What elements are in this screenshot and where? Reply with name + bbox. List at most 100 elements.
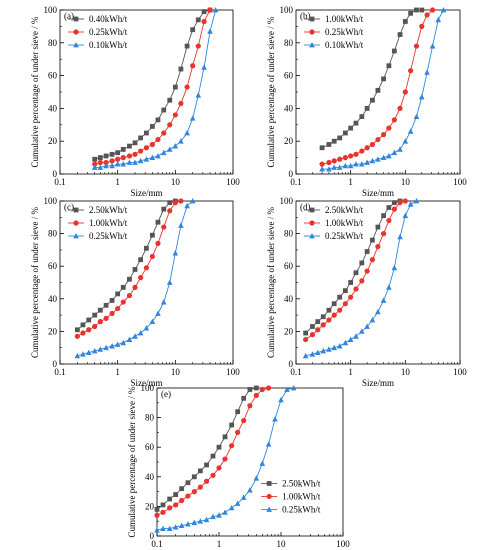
data-point: [103, 315, 109, 321]
data-point: [201, 64, 207, 70]
data-point: [253, 385, 259, 391]
data-point: [103, 159, 109, 166]
data-point: [353, 120, 359, 126]
series-3: [154, 385, 297, 533]
data-point: [189, 198, 196, 204]
data-point: [319, 166, 325, 172]
data-point: [143, 265, 150, 271]
data-point: [337, 307, 343, 313]
data-point: [127, 143, 132, 149]
series-3: [302, 198, 420, 359]
data-point: [402, 89, 408, 95]
data-point: [184, 43, 190, 49]
data-point: [309, 332, 316, 338]
data-point: [190, 27, 196, 33]
data-point: [331, 138, 337, 144]
y-tick-label: 20: [48, 326, 58, 336]
data-point: [160, 149, 167, 156]
data-point: [397, 105, 403, 111]
legend-marker: [73, 42, 79, 48]
data-point: [259, 460, 266, 466]
data-point: [115, 150, 121, 156]
data-point: [326, 142, 332, 147]
data-point: [191, 489, 197, 495]
data-point: [97, 319, 103, 325]
data-point: [74, 327, 80, 333]
data-point: [179, 486, 185, 492]
x-tick-label: 10: [277, 539, 287, 549]
legend: 0.40kWh/t 0.25kWh/t 0.10kWh/t: [68, 14, 128, 50]
data-point: [97, 155, 103, 160]
data-point: [375, 87, 381, 93]
legend-marker: [73, 220, 79, 226]
data-point: [331, 344, 338, 351]
data-point: [155, 219, 161, 225]
legend-marker: [309, 29, 315, 35]
data-point: [178, 522, 185, 529]
data-point: [155, 136, 161, 143]
panel-label: (a): [64, 11, 74, 21]
data-point: [160, 502, 166, 508]
data-point: [97, 307, 103, 313]
data-point: [167, 200, 173, 206]
data-point: [149, 232, 155, 238]
data-point: [229, 422, 235, 428]
data-point: [402, 138, 409, 144]
data-point: [172, 200, 178, 206]
legend-marker: [266, 493, 272, 500]
data-point: [348, 125, 354, 131]
data-point: [109, 162, 115, 169]
y-tick-label: 80: [284, 229, 294, 239]
data-point: [359, 328, 365, 334]
x-tick-label: 0.1: [54, 177, 65, 187]
series-2: [319, 7, 436, 167]
data-point: [203, 516, 210, 523]
x-tick-label: 0.1: [290, 177, 301, 187]
legend-label: 2.50kWh/t: [282, 478, 321, 488]
data-point: [185, 493, 191, 499]
legend-marker: [73, 16, 79, 22]
data-point: [391, 206, 397, 212]
y-tick-label: 80: [48, 38, 58, 48]
data-point: [195, 43, 201, 49]
y-tick-label: 40: [48, 103, 58, 113]
data-point: [364, 159, 370, 165]
series-1: [319, 7, 425, 151]
data-point: [167, 505, 173, 511]
legend: 2.50kWh/t 1.00kWh/t 0.25kWh/t: [261, 478, 321, 514]
data-point: [120, 147, 126, 152]
data-point: [369, 257, 376, 263]
data-point: [336, 164, 343, 170]
x-tick-label: 10: [171, 367, 181, 377]
legend-label: 0.25kWh/t: [325, 231, 364, 241]
data-point: [173, 502, 179, 508]
data-point: [364, 323, 370, 329]
data-point: [326, 317, 332, 323]
data-point: [160, 299, 167, 305]
y-tick-label: 40: [145, 472, 155, 482]
data-point: [397, 200, 403, 206]
data-point: [178, 66, 184, 72]
data-point: [234, 500, 241, 506]
data-point: [120, 339, 127, 346]
data-point: [166, 279, 173, 285]
data-point: [149, 141, 155, 148]
data-point: [126, 153, 133, 159]
series-1: [154, 385, 259, 512]
legend-label: 2.50kWh/t: [89, 205, 128, 215]
data-point: [92, 312, 98, 318]
data-point: [172, 250, 179, 256]
data-point: [348, 153, 354, 159]
legend: 1.00kWh/t 0.25kWh/t 0.10kWh/t: [304, 14, 364, 50]
legend-label: 1.00kWh/t: [89, 218, 128, 228]
data-point: [80, 322, 86, 328]
data-point: [435, 16, 442, 23]
y-tick-label: 60: [145, 442, 155, 452]
data-point: [109, 298, 115, 303]
data-point: [167, 208, 173, 214]
data-point: [336, 343, 343, 349]
series-3: [319, 7, 447, 172]
data-point: [402, 19, 408, 24]
data-point: [375, 136, 381, 143]
data-point: [195, 92, 202, 98]
